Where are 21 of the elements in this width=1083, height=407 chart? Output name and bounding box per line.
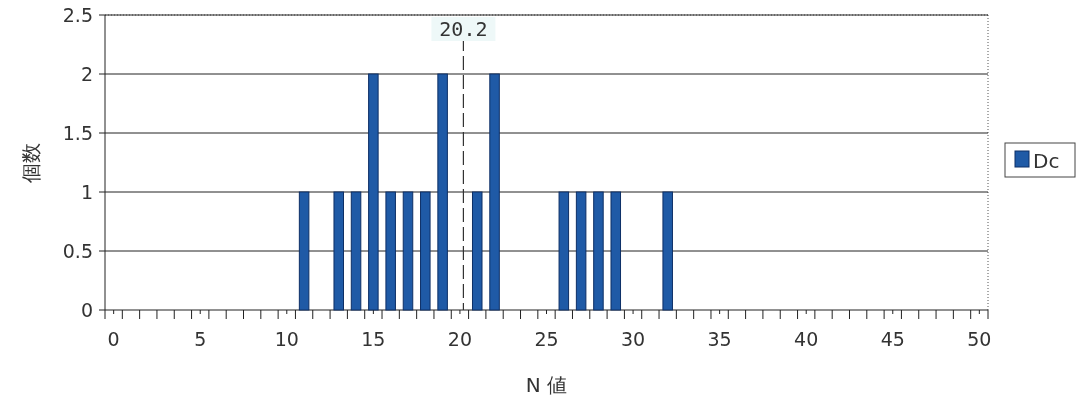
x-axis-title: N 値 [525, 373, 568, 397]
x-tick-label: 10 [274, 328, 299, 350]
x-tick-label: 50 [967, 328, 992, 350]
x-tick-label: 15 [361, 328, 386, 350]
x-tick-label: 45 [880, 328, 905, 350]
y-tick-label: 2.5 [62, 4, 93, 26]
x-tick-label: 25 [534, 328, 559, 350]
ref-line-label: 20.2 [439, 17, 488, 41]
y-tick-label: 0.5 [62, 240, 93, 262]
y-axis-title: 個数 [19, 142, 43, 183]
y-tick-label: 1 [80, 181, 93, 203]
x-tick-label: 30 [620, 328, 646, 350]
x-tick-label: 20 [447, 328, 473, 350]
x-tick-label: 35 [707, 328, 732, 350]
y-tick-label: 0 [80, 299, 93, 321]
y-tick-label: 1.5 [62, 122, 93, 144]
legend-label: Dc [1033, 149, 1060, 173]
x-tick-label: 40 [794, 328, 819, 350]
x-tick-label: 5 [194, 328, 207, 350]
x-tick-label: 0 [107, 328, 120, 350]
y-tick-label: 2 [80, 63, 93, 85]
